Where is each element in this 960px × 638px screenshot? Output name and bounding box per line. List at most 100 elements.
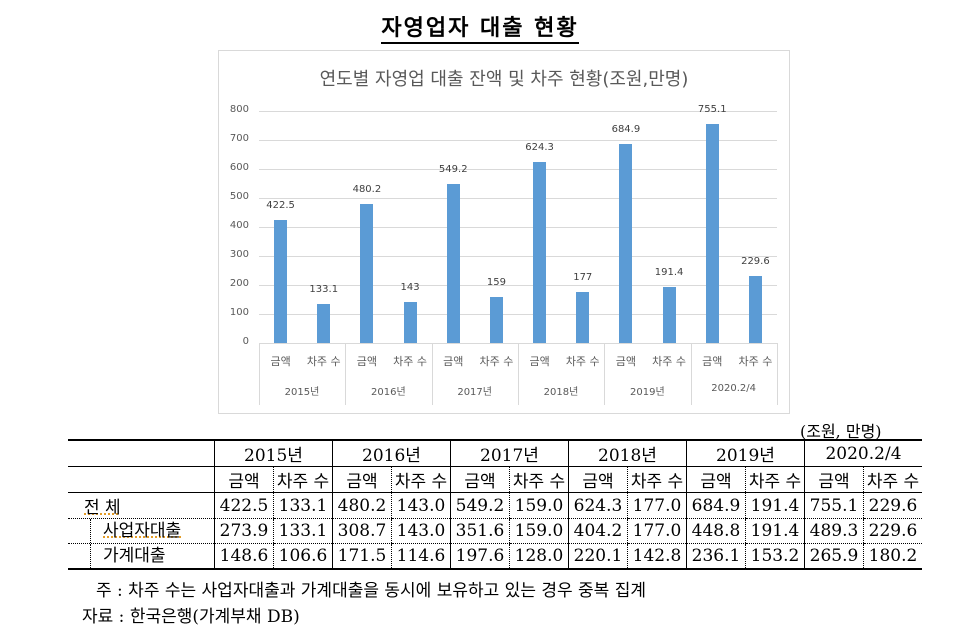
x-axis-separator bbox=[345, 343, 347, 405]
gridline bbox=[259, 198, 777, 199]
x-axis-separator bbox=[518, 343, 519, 405]
bar-value-label: 684.9 bbox=[611, 124, 641, 136]
table-cell: 191.4 bbox=[745, 518, 805, 544]
table-cell: 273.9 bbox=[214, 518, 274, 544]
table-cell: 308.7 bbox=[332, 518, 392, 544]
x-subcategory-label: 차주 수 bbox=[306, 355, 341, 368]
bar-value-label: 191.4 bbox=[654, 267, 684, 279]
table-cell: 180.2 bbox=[863, 543, 922, 570]
y-tick-label: 400 bbox=[229, 220, 249, 231]
bar bbox=[403, 301, 417, 343]
x-axis-separator bbox=[690, 343, 692, 405]
x-subcategory-label: 금액 bbox=[615, 355, 637, 368]
bar bbox=[489, 296, 503, 343]
y-tick-label: 100 bbox=[229, 307, 249, 318]
x-group-label: 2015년 bbox=[284, 387, 320, 398]
row-label: 사업자대출 bbox=[68, 518, 215, 544]
table-cell: 197.6 bbox=[450, 543, 510, 570]
bar bbox=[533, 161, 547, 343]
header-sub: 금액 bbox=[568, 466, 628, 493]
x-group-label: 2017년 bbox=[457, 387, 492, 398]
bar-chart: 연도별 자영업 대출 잔액 및 차주 현황(조원,만명) 0 100 200 300 4… bbox=[218, 50, 790, 414]
table-cell: 133.1 bbox=[273, 492, 333, 519]
row-label-text: 사업자대출 bbox=[103, 521, 182, 541]
header-sub: 차주 수 bbox=[745, 466, 805, 493]
bar-value-label: 422.5 bbox=[266, 200, 295, 212]
header-sub: 차주 수 bbox=[391, 466, 451, 493]
x-group-label: 2018년 bbox=[543, 387, 579, 398]
gridline bbox=[259, 256, 777, 257]
gridline bbox=[259, 285, 777, 286]
bar bbox=[662, 287, 676, 343]
header-sub: 차주 수 bbox=[273, 466, 333, 493]
bar-value-label: 755.1 bbox=[697, 104, 727, 116]
gridline bbox=[259, 314, 777, 315]
table-cell: 229.6 bbox=[863, 518, 922, 544]
table-cell: 448.8 bbox=[686, 518, 746, 544]
header-sub: 금액 bbox=[804, 466, 864, 493]
table-cell: 177.0 bbox=[627, 518, 687, 544]
unit-label: (조원, 만명) bbox=[800, 422, 882, 441]
y-tick-label: 200 bbox=[229, 278, 249, 289]
header-sub: 금액 bbox=[450, 466, 510, 493]
x-group-label: 2019년 bbox=[630, 387, 665, 398]
header-sub: 금액 bbox=[686, 466, 746, 493]
table-cell: 480.2 bbox=[332, 492, 392, 519]
x-subcategory-label: 금액 bbox=[270, 355, 291, 368]
header-year: 2017년 bbox=[450, 439, 569, 467]
table-cell: 114.6 bbox=[391, 543, 451, 570]
note-footnote: 주 : 차주 수는 사업자대출과 가계대출을 동시에 보유하고 있는 경우 중복… bbox=[96, 581, 647, 601]
x-subcategory-label: 금액 bbox=[702, 355, 723, 368]
header-sub: 차주 수 bbox=[863, 466, 922, 493]
row-label: 가계대출 bbox=[68, 543, 215, 570]
header-sub: 금액 bbox=[214, 466, 274, 493]
gridline bbox=[259, 169, 777, 170]
row-label-text: 가계대출 bbox=[103, 546, 166, 566]
bar-value-label: 143 bbox=[400, 281, 420, 293]
table-cell: 142.8 bbox=[627, 543, 687, 570]
document-title-text: 자영업자 대출 현황 bbox=[381, 15, 579, 44]
bar-value-label: 177 bbox=[573, 271, 593, 283]
table-row: 가계대출 148.6 106.6 171.5 114.6 197.6 128.0 220.1… bbox=[68, 543, 922, 570]
x-subcategory-label: 차주 수 bbox=[565, 355, 600, 368]
table-cell: 684.9 bbox=[686, 492, 746, 519]
bar-value-label: 624.3 bbox=[525, 141, 554, 153]
y-tick-label: 700 bbox=[229, 133, 249, 144]
y-tick-label: 600 bbox=[229, 162, 249, 173]
bar-value-label: 480.2 bbox=[352, 183, 382, 195]
table-cell: 171.5 bbox=[332, 543, 392, 570]
table-cell: 489.3 bbox=[804, 518, 864, 544]
table-cell: 351.6 bbox=[450, 518, 510, 544]
table-cell: 133.1 bbox=[273, 518, 333, 544]
table-cell: 229.6 bbox=[863, 492, 922, 519]
bar bbox=[705, 124, 719, 343]
row-label: 전 체 bbox=[68, 492, 215, 519]
y-tick-label: 300 bbox=[229, 249, 249, 260]
y-tick-label: 500 bbox=[229, 191, 249, 202]
table-cell: 265.9 bbox=[804, 543, 864, 570]
bar bbox=[446, 183, 460, 343]
x-subcategory-label: 금액 bbox=[443, 355, 464, 368]
table-cell: 755.1 bbox=[804, 492, 864, 519]
table-row: 사업자대출 273.9 133.1 308.7 143.0 351.6 159.0 404.… bbox=[68, 518, 922, 544]
table-cell: 422.5 bbox=[214, 492, 274, 519]
header-sub: 금액 bbox=[332, 466, 392, 493]
header-blank bbox=[68, 466, 215, 493]
loan-table: 2015년 2016년 2017년 2018년 2019년 2020.2/4 금… bbox=[68, 439, 922, 570]
x-axis-separator bbox=[431, 343, 433, 405]
document-title: 자영업자 대출 현황 bbox=[0, 10, 960, 44]
gridline bbox=[259, 227, 777, 228]
table-cell: 191.4 bbox=[745, 492, 805, 519]
bar-value-label: 549.2 bbox=[438, 163, 468, 175]
bar bbox=[274, 220, 288, 343]
gridline bbox=[259, 111, 777, 112]
table-cell: 177.0 bbox=[627, 492, 687, 519]
bar-value-label: 229.6 bbox=[741, 256, 770, 268]
header-year: 2019년 bbox=[686, 439, 805, 467]
header-blank bbox=[68, 439, 215, 467]
x-subcategory-label: 차주 수 bbox=[479, 355, 514, 368]
note-source: 자료 : 한국은행(가계부채 DB) bbox=[82, 607, 300, 627]
x-subcategory-label: 금액 bbox=[356, 355, 378, 368]
table-cell: 159.0 bbox=[509, 492, 569, 519]
table-cell: 220.1 bbox=[568, 543, 628, 570]
